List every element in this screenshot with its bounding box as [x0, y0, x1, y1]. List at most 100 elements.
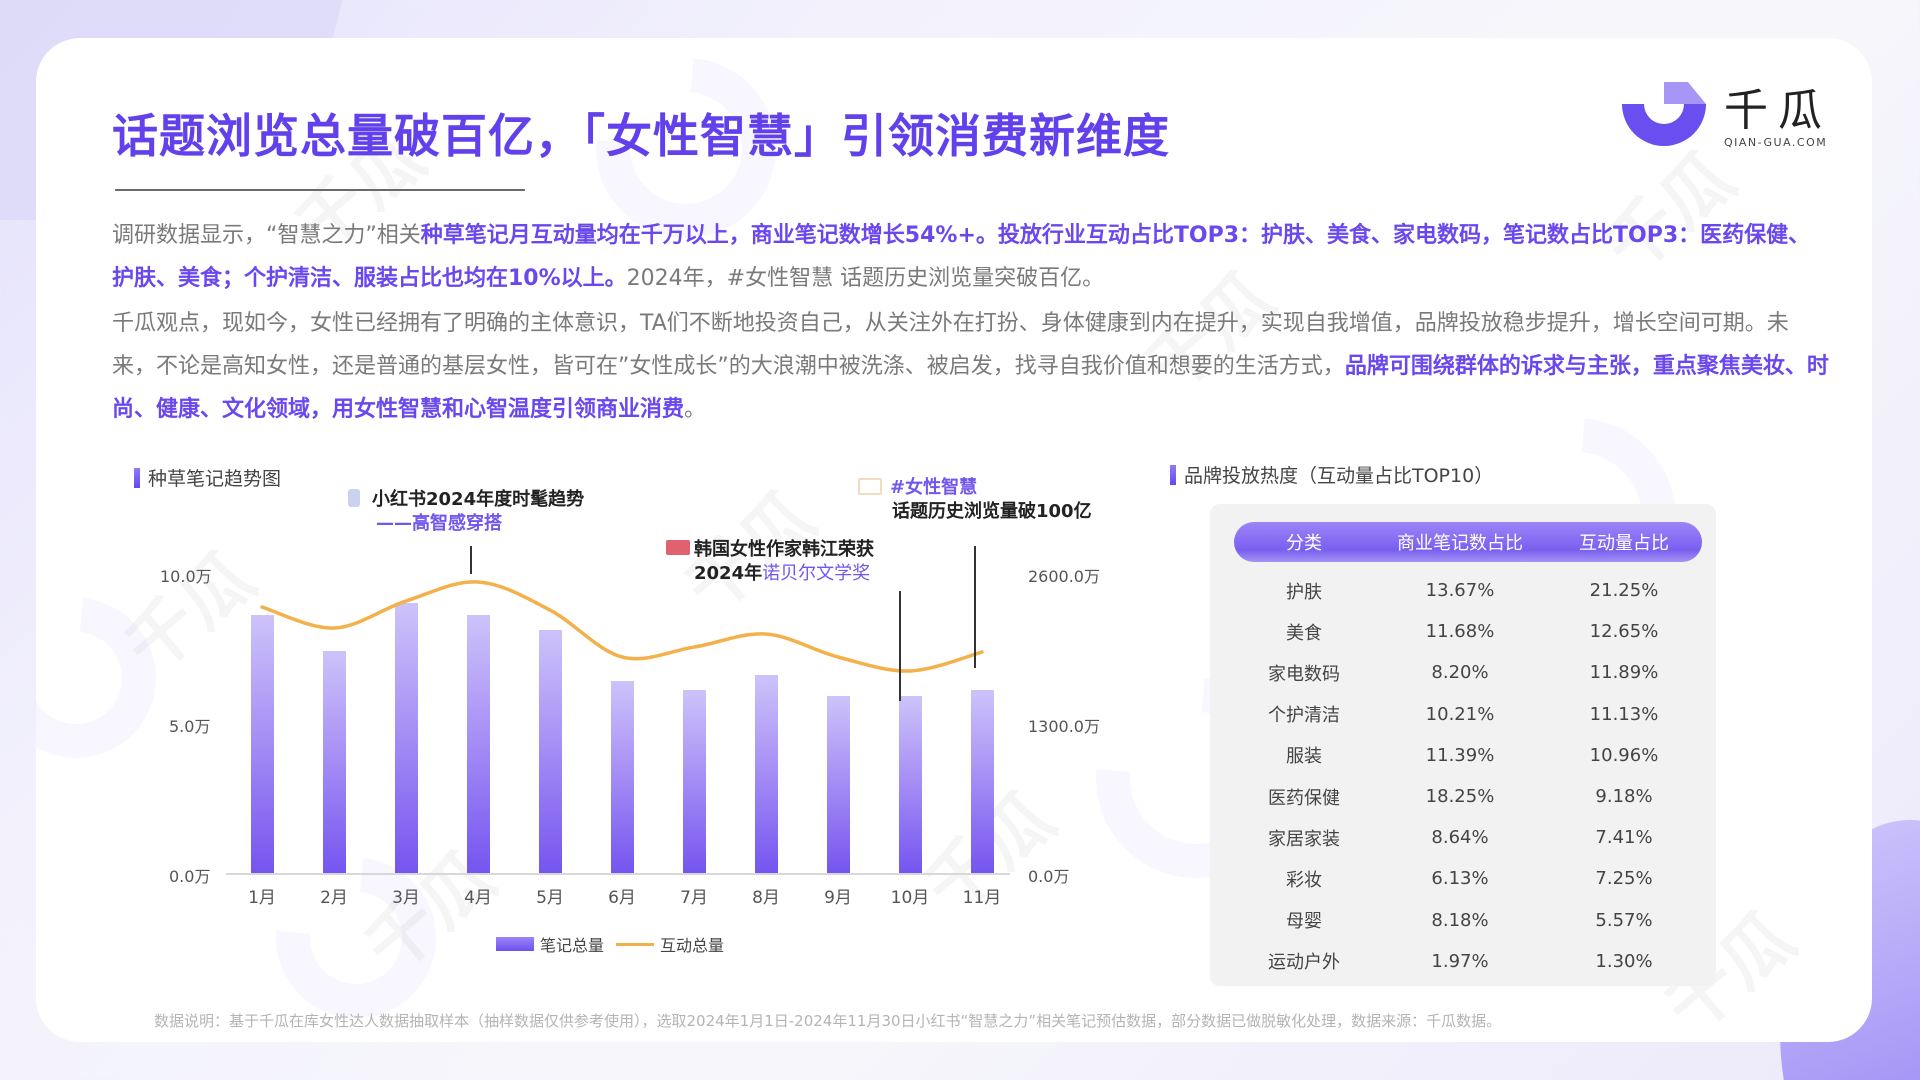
x-axis-tick: 11月 — [962, 888, 1002, 908]
table-row: 服装 11.39% 10.96% — [1234, 735, 1702, 776]
table-row: 美食 11.68% 12.65% — [1234, 611, 1702, 652]
percent-cell: 11.89% — [1589, 662, 1659, 684]
table-row: 护肤 13.67% 21.25% — [1234, 570, 1702, 611]
category-cell: 母婴 — [1286, 911, 1322, 933]
table-row: 个护清洁 10.21% 11.13% — [1234, 694, 1702, 735]
chart-section-label: 种草笔记趋势图 — [134, 464, 281, 491]
percent-cell: 12.65% — [1589, 621, 1659, 643]
callout-line — [899, 591, 901, 701]
bar-7月 — [683, 690, 706, 873]
category-cell: 医药保健 — [1268, 787, 1340, 809]
x-axis-tick: 6月 — [608, 888, 636, 908]
left-axis-tick: 0.0万 — [169, 867, 211, 886]
bar-5月 — [539, 630, 562, 873]
callout-line — [974, 546, 976, 668]
viewpoint-highlight: 品牌可围绕群体的诉求与主张，重点聚焦美妆、时尚、健康、文化领域，用女性智慧和心智… — [112, 354, 1829, 422]
x-axis-tick: 10月 — [890, 888, 930, 908]
table-row: 彩妆 6.13% 7.25% — [1234, 858, 1702, 899]
bar-1月 — [251, 615, 274, 873]
monitor-icon — [858, 478, 882, 495]
column-header: 互动量占比 — [1579, 533, 1669, 554]
section-marker — [134, 467, 140, 488]
table-header: 分类 商业笔记数占比 互动量占比 — [1234, 522, 1702, 562]
book-icon — [666, 540, 690, 555]
percent-cell: 11.39% — [1425, 744, 1495, 766]
logo-domain: QIAN-GUA.COM — [1724, 135, 1828, 149]
x-axis-tick: 4月 — [464, 888, 492, 908]
callout-accent-text: ——高智感穿搭 — [376, 513, 502, 534]
left-axis-tick: 10.0万 — [160, 567, 212, 586]
legend-label: 互动总量 — [660, 936, 725, 955]
data-footnote: 数据说明：基于千瓜在库女性达人数据抽取样本（抽样数据仅供参考使用），选取2024… — [154, 1012, 1502, 1030]
brand-logo: 千瓜 QIAN-GUA.COM — [1618, 82, 1832, 154]
percent-cell: 9.18% — [1595, 786, 1653, 807]
chart-legend: 笔记总量 互动总量 — [496, 932, 724, 956]
title-divider — [115, 189, 525, 191]
intro-text: 2024年，#女性智慧 话题历史浏览量突破百亿。 — [626, 266, 1105, 291]
percent-cell: 7.41% — [1595, 827, 1653, 849]
page-title: 话题浏览总量破百亿，「女性智慧」引领消费新维度 — [112, 109, 1170, 163]
bar-9月 — [827, 696, 850, 873]
bar-2月 — [323, 651, 346, 873]
percent-cell: 11.13% — [1589, 703, 1659, 725]
viewpoint-text: 千瓜观点，现如今，女性已经拥有了明确的主体意识，TA们不断地投资自己，从关注外在… — [112, 311, 1789, 379]
table-row: 医药保健 18.25% 9.18% — [1234, 776, 1702, 817]
table-row: 家居家装 8.64% 7.41% — [1234, 817, 1702, 858]
category-cell: 服装 — [1286, 746, 1322, 768]
column-header: 分类 — [1286, 533, 1322, 554]
percent-cell: 10.21% — [1425, 703, 1495, 725]
x-axis-tick: 8月 — [752, 888, 780, 908]
table-section-label: 品牌投放热度（互动量占比TOP10） — [1170, 461, 1493, 488]
x-axis-tick: 9月 — [824, 888, 852, 908]
category-cell: 美食 — [1286, 622, 1322, 644]
intro-paragraph-2: 千瓜观点，现如今，女性已经拥有了明确的主体意识，TA们不断地投资自己，从关注外在… — [112, 302, 1832, 431]
percent-cell: 8.20% — [1431, 662, 1489, 684]
percent-cell: 8.64% — [1431, 827, 1489, 849]
bar-10月 — [899, 696, 922, 873]
callout-text: 韩国女性作家韩江荣获 — [694, 539, 874, 560]
callout-accent-text: 诺贝尔文学奖 — [762, 563, 871, 584]
x-axis-line — [226, 873, 1010, 875]
percent-cell: 1.97% — [1431, 950, 1489, 972]
percent-cell: 1.30% — [1595, 950, 1653, 972]
right-axis-tick: 2600.0万 — [1028, 567, 1100, 586]
legend-line-swatch — [616, 942, 655, 946]
category-cell: 护肤 — [1286, 581, 1322, 603]
table-row: 家电数码 8.20% 11.89% — [1234, 652, 1702, 693]
trend-chart: 种草笔记趋势图 10.0万 5.0万 0.0万 2600.0万 1300.0万 … — [36, 38, 1136, 1042]
bar-4月 — [467, 615, 490, 873]
right-axis-tick: 0.0万 — [1028, 867, 1070, 886]
table-title: 品牌投放热度（互动量占比TOP10） — [1184, 465, 1494, 487]
brand-heat-table: 分类 商业笔记数占比 互动量占比 护肤 13.67% 21.25% 美食 11.68% 1… — [1210, 504, 1716, 986]
line-series — [260, 580, 984, 673]
callout-fashion-trend: 小红书2024年度时髦趋势 ——高智感穿搭 — [348, 488, 584, 536]
callout-topic-views: #女性智慧 话题历史浏览量破100亿 — [858, 476, 1092, 524]
bar-3月 — [395, 603, 418, 873]
callout-nobel-prize: 韩国女性作家韩江荣获 2024年诺贝尔文学奖 — [666, 538, 874, 586]
right-axis-tick: 1300.0万 — [1028, 717, 1100, 736]
x-axis-tick: 3月 — [392, 888, 420, 908]
chart-title: 种草笔记趋势图 — [148, 468, 282, 490]
column-header: 商业笔记数占比 — [1397, 533, 1523, 554]
percent-cell: 18.25% — [1425, 786, 1495, 807]
category-cell: 家居家装 — [1268, 828, 1340, 850]
percent-cell: 6.13% — [1431, 868, 1489, 890]
callout-text: 2024年 — [694, 563, 763, 584]
callout-text: 小红书2024年度时髦趋势 — [372, 489, 585, 510]
category-cell: 个护清洁 — [1268, 705, 1340, 727]
suit-icon — [348, 489, 360, 507]
section-marker — [1170, 464, 1176, 485]
percent-cell: 7.25% — [1595, 868, 1653, 890]
legend-bar-swatch — [496, 937, 534, 951]
bar-11月 — [971, 690, 994, 873]
callout-text: 话题历史浏览量破100亿 — [892, 501, 1092, 522]
left-axis-tick: 5.0万 — [169, 717, 211, 736]
intro-paragraph-1: 调研数据显示，“智慧之力”相关种草笔记月互动量均在千万以上，商业笔记数增长54%… — [112, 214, 1832, 300]
percent-cell: 10.96% — [1589, 744, 1659, 766]
intro-text: 调研数据显示，“智慧之力”相关 — [112, 223, 421, 248]
x-axis-tick: 2月 — [320, 888, 348, 908]
logo-name: 千瓜 — [1724, 84, 1832, 136]
category-cell: 运动户外 — [1268, 952, 1340, 974]
logo-mark-icon — [1618, 82, 1710, 154]
callout-accent-text: #女性智慧 — [890, 477, 978, 498]
